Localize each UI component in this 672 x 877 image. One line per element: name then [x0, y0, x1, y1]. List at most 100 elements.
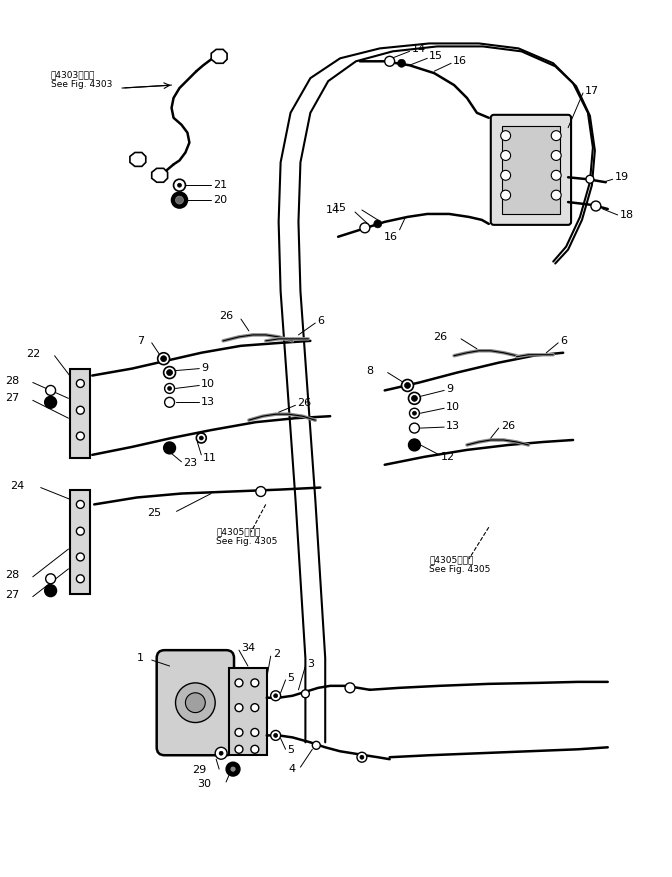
Circle shape — [185, 693, 205, 713]
Text: 10: 10 — [446, 403, 460, 412]
Text: 26: 26 — [501, 421, 515, 431]
Circle shape — [46, 574, 56, 584]
Circle shape — [196, 433, 206, 443]
Circle shape — [271, 731, 281, 740]
Text: 第4305図参照: 第4305図参照 — [429, 555, 474, 564]
Text: 第4305図参照: 第4305図参照 — [216, 527, 261, 536]
Circle shape — [77, 553, 84, 561]
Circle shape — [173, 179, 185, 191]
Polygon shape — [152, 168, 167, 182]
Circle shape — [200, 436, 204, 440]
Circle shape — [501, 131, 511, 140]
Circle shape — [357, 752, 367, 762]
Circle shape — [215, 747, 227, 759]
Text: 2: 2 — [273, 649, 280, 660]
Circle shape — [163, 367, 175, 379]
Text: 13: 13 — [446, 421, 460, 431]
Circle shape — [251, 745, 259, 753]
Circle shape — [271, 691, 281, 701]
Circle shape — [230, 766, 236, 772]
Circle shape — [345, 683, 355, 693]
Circle shape — [302, 690, 309, 698]
Circle shape — [360, 755, 364, 759]
Circle shape — [409, 392, 421, 404]
Circle shape — [409, 439, 421, 451]
Text: 22: 22 — [26, 349, 41, 359]
Text: 14: 14 — [411, 45, 425, 54]
Text: 28: 28 — [5, 570, 19, 580]
Circle shape — [501, 151, 511, 160]
Text: 4: 4 — [288, 764, 296, 774]
Text: 27: 27 — [5, 394, 19, 403]
Circle shape — [398, 60, 405, 68]
Circle shape — [163, 442, 175, 454]
Text: 16: 16 — [453, 56, 467, 67]
Circle shape — [384, 56, 394, 67]
Text: 1: 1 — [137, 653, 144, 663]
Circle shape — [409, 409, 419, 418]
Text: See Fig. 4305: See Fig. 4305 — [216, 537, 278, 546]
Bar — [71, 489, 90, 594]
Text: 7: 7 — [136, 336, 144, 346]
Circle shape — [77, 406, 84, 414]
Circle shape — [411, 396, 417, 402]
Text: 14: 14 — [326, 205, 340, 215]
Circle shape — [161, 356, 167, 361]
Text: 9: 9 — [202, 362, 208, 373]
Circle shape — [167, 369, 173, 375]
Circle shape — [226, 762, 240, 776]
Text: 17: 17 — [585, 86, 599, 96]
Text: 19: 19 — [615, 172, 629, 182]
Text: 3: 3 — [307, 659, 314, 669]
Circle shape — [251, 703, 259, 711]
Circle shape — [77, 574, 84, 582]
Circle shape — [405, 382, 411, 389]
Text: 20: 20 — [213, 195, 227, 205]
Text: 23: 23 — [183, 458, 198, 467]
Circle shape — [235, 703, 243, 711]
Circle shape — [551, 190, 561, 200]
Text: 15: 15 — [333, 203, 347, 213]
Text: 5: 5 — [288, 745, 294, 755]
Text: 6: 6 — [560, 336, 567, 346]
Text: 13: 13 — [202, 397, 215, 407]
Text: 29: 29 — [192, 765, 206, 775]
Text: 16: 16 — [384, 232, 398, 242]
FancyBboxPatch shape — [491, 115, 571, 225]
Circle shape — [409, 423, 419, 433]
Text: 25: 25 — [148, 509, 162, 518]
Circle shape — [251, 679, 259, 687]
Circle shape — [312, 741, 321, 749]
Circle shape — [235, 729, 243, 737]
Text: 26: 26 — [298, 398, 312, 409]
Text: 26: 26 — [219, 311, 233, 321]
Circle shape — [413, 411, 417, 415]
Text: 21: 21 — [213, 180, 227, 190]
Text: 9: 9 — [446, 384, 454, 395]
Circle shape — [402, 380, 413, 391]
Circle shape — [274, 733, 278, 738]
Circle shape — [551, 170, 561, 181]
Circle shape — [591, 201, 601, 211]
Text: 6: 6 — [317, 316, 325, 326]
Text: 26: 26 — [433, 332, 447, 342]
Circle shape — [167, 387, 171, 390]
Text: 5: 5 — [288, 673, 294, 683]
Circle shape — [551, 151, 561, 160]
Circle shape — [171, 192, 187, 208]
Bar — [71, 368, 90, 458]
Text: 11: 11 — [204, 453, 217, 463]
Text: 27: 27 — [5, 589, 19, 600]
Circle shape — [501, 190, 511, 200]
Circle shape — [44, 585, 56, 596]
Text: 24: 24 — [11, 481, 25, 490]
Circle shape — [551, 131, 561, 140]
Circle shape — [175, 196, 183, 204]
Text: 8: 8 — [367, 366, 374, 375]
Circle shape — [586, 175, 594, 183]
Polygon shape — [211, 49, 227, 63]
Circle shape — [235, 745, 243, 753]
Circle shape — [165, 383, 175, 394]
Text: 28: 28 — [5, 375, 19, 386]
Circle shape — [77, 527, 84, 535]
